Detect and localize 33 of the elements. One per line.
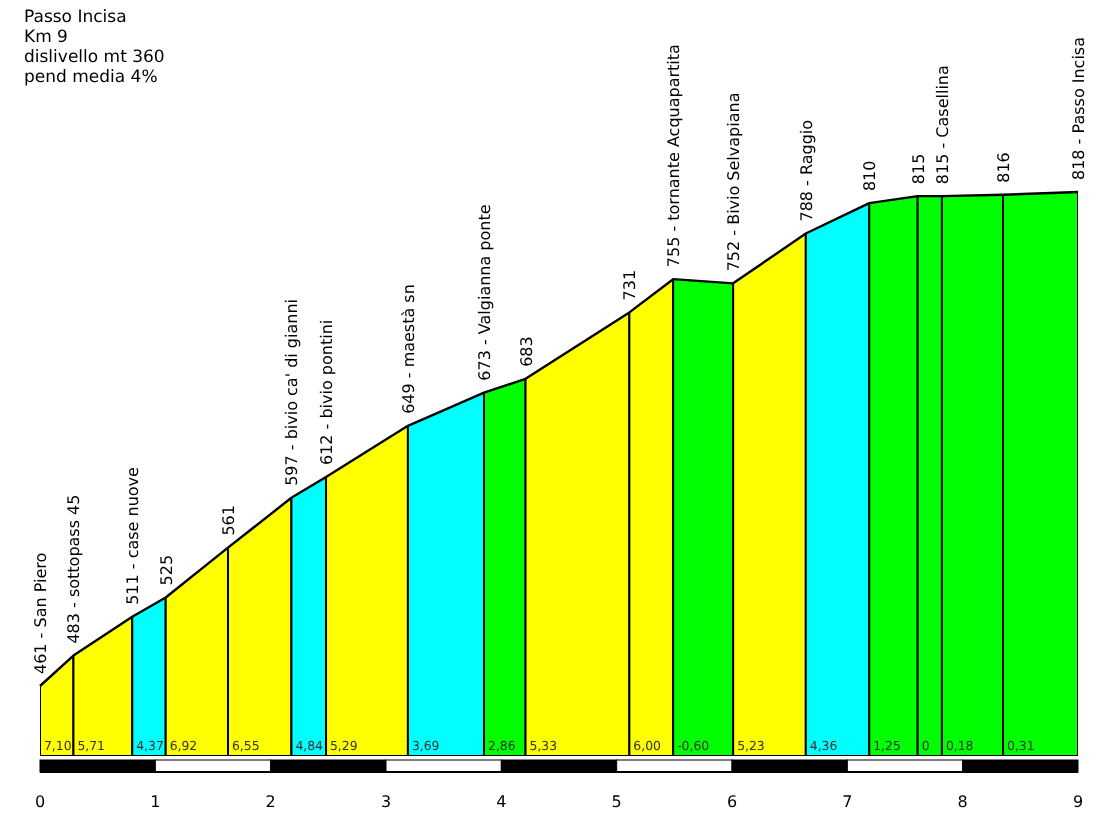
x-tick-label: 1 [150,793,161,812]
data-label: 483 - sottopass 45 [65,494,84,644]
x-tick-label: 9 [1072,793,1084,812]
x-tick-label: 8 [957,793,968,812]
data-label: 755 - tornante Acquapartita [665,43,684,268]
x-tick-label: 5 [611,793,622,812]
x-tick-label: 0 [34,793,46,812]
data-label: 561 [219,505,238,536]
chart-title: Passo Incisa [24,8,127,28]
data-label: 649 - maestà sn [399,284,418,414]
text: pend media 4% [24,68,158,88]
data-label: 683 [517,336,536,367]
data-label: 597 - bivio ca' di gianni [283,299,302,486]
text: dislivello mt 360 [24,48,165,68]
data-label: 525 [157,554,176,586]
data-label: 461 - San Piero [32,552,50,674]
data-label: 752 - Bivio Selvapiana [725,92,744,272]
chart-subtitle: Km 9 [24,28,68,48]
data-label: 810 [861,160,880,192]
data-label: 815 [909,153,928,185]
data-label: 511 - case nuove [124,466,143,605]
data-label: 612 - bivio pontini [318,319,337,466]
x-tick-label: 6 [726,793,738,812]
data-label: 731 [621,269,640,301]
data-label: 815 - Casellina [933,65,952,185]
x-tick-label: 3 [380,793,392,812]
x-tick-label: 7 [842,793,853,812]
data-label: 788 - Raggio [797,119,816,222]
data-label: 673 - Valgianna ponte [476,204,495,381]
data-label: 818 - Passo Incisa [1070,36,1088,180]
x-tick-label: 2 [265,793,276,812]
x-tick-label: 4 [496,793,507,812]
data-label: 816 [995,152,1014,183]
